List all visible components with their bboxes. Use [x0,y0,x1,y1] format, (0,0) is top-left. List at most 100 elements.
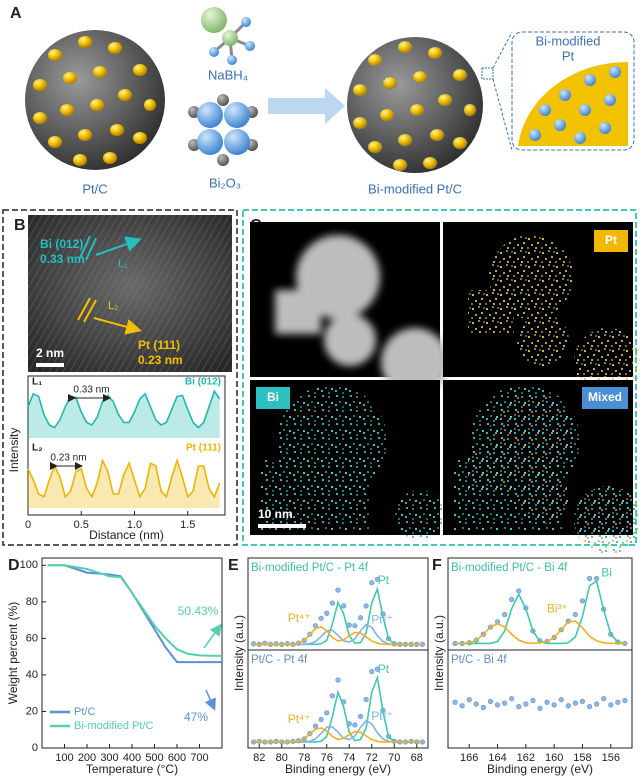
subplot-title: Bi-modified Pt/C - Bi 4f [451,562,568,574]
data-point [509,696,515,702]
bi-pt-c-particle [347,37,483,173]
line-label: L₂ [108,300,118,312]
data-point [335,587,341,593]
x-tick-label: 80 [276,752,288,764]
series-label: Bi³⁺ [547,601,568,615]
bi-plane-label: Bi (012) [40,237,83,251]
pt-fringe-marks [77,297,142,335]
x-tick-label: 200 [78,752,96,764]
annotation-arrow [204,689,216,711]
spacing-label: 0.23 nm [50,453,86,464]
bi-spacing-label: 0.33 nm [40,252,85,266]
x-tick-label: 156 [602,752,620,764]
axes-frame [447,557,633,749]
bi2o3-cluster [188,94,258,166]
panel-frame [2,209,238,546]
haadf-map [250,222,449,396]
x-tick-label: 700 [190,752,208,764]
data-point [357,615,364,621]
y-tick-label: 0 [32,742,38,754]
annotation: 47% [184,710,208,724]
data-point [615,699,621,705]
map-tag [582,387,628,409]
data-point [374,666,380,672]
x-tick-label: 76 [321,752,333,764]
series-label: Pt [378,573,390,587]
reagent-label: Bi₂O₃ [209,175,241,190]
data-point [565,703,571,709]
data-point [579,598,586,604]
line [47,564,223,657]
map-label: Bi [267,390,279,404]
reaction-arrow [268,88,345,124]
y-tick-label: 60 [26,632,38,644]
bi-fringe-marks [79,235,142,261]
y-tick-label: 20 [26,705,38,717]
data-point [594,701,600,707]
x-tick-label: 400 [123,752,141,764]
x-axis-label: Distance (nm) [89,528,164,542]
plots: Bi (012) L₁ 0.33 nm 0 0.5 1.0 1.5 Pt (111) L₂ 0.2… [6,377,628,776]
series-label: Pt [378,662,390,676]
map-label: Mixed [588,390,622,404]
y-tick-label: 80 [26,596,38,608]
data-point [487,698,494,704]
data-point [530,697,536,704]
line [253,727,423,743]
data-point [558,696,564,703]
x-tick-label: 1.5 [180,519,195,531]
series-label: Pt⁴⁺ [288,712,311,726]
scale-bar [258,524,306,528]
zoom-box [481,67,494,80]
pt-c-particle [25,30,165,170]
start-label: Pt/C [82,181,107,196]
data-point [324,610,330,616]
area [28,391,220,438]
inset [511,31,635,151]
data-point [341,603,347,609]
panel-label: E [228,557,239,574]
data-point [357,713,364,720]
spacing-label: 0.33 nm [73,385,109,396]
data-point [459,703,465,709]
data-point [363,603,369,609]
data-point [502,700,508,706]
series-label: Pt²⁺ [371,613,393,627]
profile-frame [27,375,226,516]
map-tag [594,230,628,252]
data-point [369,668,375,675]
profile-label: L₁ [32,377,42,388]
annotation: 50.43% [178,604,219,618]
scale-bar [36,363,64,367]
x-tick-label: 82 [253,752,265,764]
y-axis-label: Intensity [7,428,21,473]
x-tick-label: 70 [388,752,400,764]
x-tick-label: 74 [343,752,355,764]
line [253,625,423,646]
data-point [318,716,324,723]
y-tick-label: 100 [20,559,38,571]
x-tick-label: 100 [55,752,73,764]
pt-plane-label: Pt (111) [138,338,180,352]
legend-label: Pt/C [74,706,95,718]
data-point [594,575,600,582]
data-point [329,600,335,606]
line-label: L₁ [118,258,128,270]
x-tick-label: 0.5 [74,519,89,531]
data-point [335,677,341,683]
nabh4-molecule [201,7,255,65]
data-point [502,611,508,618]
data-point [480,704,486,711]
x-axis-label: Temperature (°C) [86,762,178,776]
data-point [466,696,472,703]
reagent-label: NaBH₄ [208,67,248,82]
x-tick-label: 158 [573,752,591,764]
data-point [312,723,319,729]
subplot-title: Bi-modified Pt/C - Pt 4f [251,562,369,574]
data-point [363,696,369,703]
data-point [622,697,628,704]
data-point [572,611,578,618]
y-axis-label: Weight percent (%) [6,602,20,705]
